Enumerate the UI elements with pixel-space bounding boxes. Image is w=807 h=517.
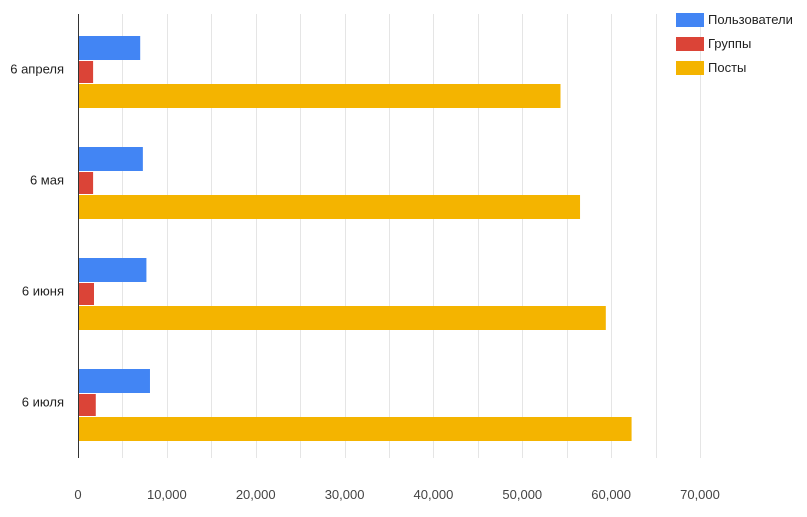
- legend-swatch[interactable]: [676, 61, 704, 75]
- bar-posts[interactable]: [79, 84, 561, 108]
- x-tick-label: 50,000: [502, 487, 542, 502]
- category-labels: 6 апреля 6 мая 6 июня 6 июля: [10, 62, 64, 410]
- legend-label[interactable]: Посты: [708, 60, 746, 75]
- x-axis-ticks: 0 10,000 20,000 30,000 40,000 50,000 60,000 70,…: [74, 487, 720, 502]
- x-tick-label: 60,000: [591, 487, 631, 502]
- bar-posts[interactable]: [79, 195, 581, 219]
- x-tick-label: 40,000: [414, 487, 454, 502]
- legend-label[interactable]: Пользователи: [708, 12, 793, 27]
- bar-posts[interactable]: [79, 306, 606, 330]
- legend-label[interactable]: Группы: [708, 36, 751, 51]
- bar-posts[interactable]: [79, 417, 632, 441]
- bar-groups[interactable]: [79, 172, 94, 194]
- x-tick-label: 20,000: [236, 487, 276, 502]
- category-label: 6 июня: [22, 284, 64, 299]
- legend-swatch[interactable]: [676, 37, 704, 51]
- bar-users[interactable]: [79, 258, 147, 282]
- x-tick-label: 10,000: [147, 487, 187, 502]
- bar-groups[interactable]: [79, 61, 94, 83]
- bar-groups[interactable]: [79, 394, 96, 416]
- category-label: 6 мая: [30, 173, 64, 188]
- bar-users[interactable]: [79, 369, 150, 393]
- legend: Пользователи Группы Посты: [676, 12, 793, 75]
- bar-users[interactable]: [79, 147, 143, 171]
- legend-swatch[interactable]: [676, 13, 704, 27]
- bar-users[interactable]: [79, 36, 141, 60]
- x-tick-label: 70,000: [680, 487, 720, 502]
- bar-groups[interactable]: [79, 283, 94, 305]
- grid-lines: [122, 14, 701, 458]
- category-label: 6 июля: [22, 395, 64, 410]
- x-tick-label: 0: [74, 487, 81, 502]
- x-tick-label: 30,000: [325, 487, 365, 502]
- bars: [79, 36, 632, 441]
- category-label: 6 апреля: [10, 62, 64, 77]
